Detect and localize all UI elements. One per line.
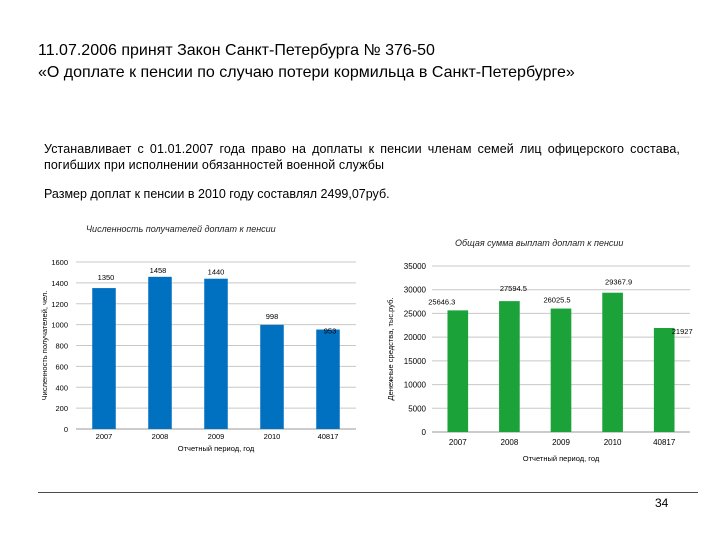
chart1-data-label: 29367.9 bbox=[605, 278, 632, 287]
title-line-2: «О доплате к пенсии по случаю потери кор… bbox=[38, 64, 575, 81]
chart0-data-label: 1350 bbox=[98, 273, 115, 282]
chart0-y-tick-label: 800 bbox=[55, 342, 68, 351]
chart0-y-tick-label: 0 bbox=[64, 425, 68, 434]
chart0-data-label: 1440 bbox=[208, 268, 225, 277]
chart0-y-tick-label: 400 bbox=[55, 383, 68, 392]
slide-title: 11.07.2006 принят Закон Санкт-Петербурга… bbox=[38, 40, 698, 84]
chart1-y-tick-label: 15000 bbox=[404, 357, 427, 366]
chart1-x-tick-label: 40817 bbox=[653, 438, 676, 447]
chart1-bar bbox=[447, 310, 469, 432]
chart1-y-tick-label: 20000 bbox=[404, 333, 427, 342]
chart0-x-tick-label: 40817 bbox=[318, 432, 339, 441]
chart0-x-tick-label: 2009 bbox=[208, 432, 225, 441]
chart1-y-tick-label: 0 bbox=[422, 428, 427, 437]
left-chart-title: Численность получателей доплат к пенсии bbox=[86, 224, 276, 234]
chart0-bar bbox=[260, 324, 284, 429]
chart1-data-label: 21927 bbox=[672, 327, 693, 336]
chart1-x-tick-label: 2010 bbox=[604, 438, 622, 447]
chart0-data-label: 998 bbox=[266, 312, 279, 321]
chart1-data-label: 26025.5 bbox=[543, 296, 570, 305]
chart1-y-tick-label: 25000 bbox=[404, 309, 427, 318]
chart0-x-tick-label: 2008 bbox=[152, 432, 169, 441]
chart0-data-label: 1458 bbox=[150, 266, 167, 275]
chart1-bar bbox=[653, 328, 675, 432]
title-line-1: 11.07.2006 принят Закон Санкт-Петербурга… bbox=[38, 42, 435, 59]
chart0-y-tick-label: 1600 bbox=[51, 258, 68, 267]
chart0-x-axis-title: Отчетный период, год bbox=[178, 444, 255, 453]
chart1-bar bbox=[602, 292, 623, 432]
chart1-y-axis-title: Денежные средства, тыс.руб. bbox=[386, 298, 395, 401]
chart0-bar bbox=[316, 329, 340, 429]
chart0-bar bbox=[148, 276, 172, 429]
chart1-data-label: 27594.5 bbox=[500, 284, 527, 293]
chart0-y-axis-title: Численность получателей, чел. bbox=[40, 291, 49, 401]
law-description: Устанавливает с 01.01.2007 года право на… bbox=[44, 142, 680, 172]
footer-divider bbox=[38, 492, 698, 493]
chart1-x-tick-label: 2009 bbox=[552, 438, 570, 447]
chart1-y-tick-label: 35000 bbox=[404, 262, 427, 271]
chart1-x-axis-title: Отчетный период, год bbox=[523, 454, 600, 463]
payment-amount-text: Размер доплат к пенсии в 2010 году соста… bbox=[44, 187, 390, 201]
chart1-y-tick-label: 10000 bbox=[404, 381, 427, 390]
chart0-y-tick-label: 1200 bbox=[51, 300, 68, 309]
chart0-x-tick-label: 2007 bbox=[96, 432, 113, 441]
chart1-data-label: 25646.3 bbox=[428, 297, 455, 306]
chart0-data-label: 953 bbox=[324, 327, 337, 336]
chart0-bar bbox=[92, 288, 116, 429]
chart1-y-tick-label: 30000 bbox=[404, 286, 427, 295]
chart0-y-tick-label: 200 bbox=[55, 404, 68, 413]
chart0-bar bbox=[204, 278, 228, 429]
chart1-y-tick-label: 5000 bbox=[408, 404, 426, 413]
chart0-y-tick-label: 600 bbox=[55, 362, 68, 371]
chart0-y-tick-label: 1000 bbox=[51, 321, 68, 330]
page-number: 34 bbox=[655, 496, 669, 510]
chart0-y-tick-label: 1400 bbox=[51, 279, 68, 288]
chart1-x-tick-label: 2007 bbox=[449, 438, 467, 447]
chart1-bar bbox=[550, 308, 572, 432]
chart0-x-tick-label: 2010 bbox=[264, 432, 281, 441]
right-chart-title: Общая сумма выплат доплат к пенсии bbox=[455, 238, 624, 248]
chart1-bar bbox=[499, 301, 520, 432]
chart1-x-tick-label: 2008 bbox=[501, 438, 519, 447]
